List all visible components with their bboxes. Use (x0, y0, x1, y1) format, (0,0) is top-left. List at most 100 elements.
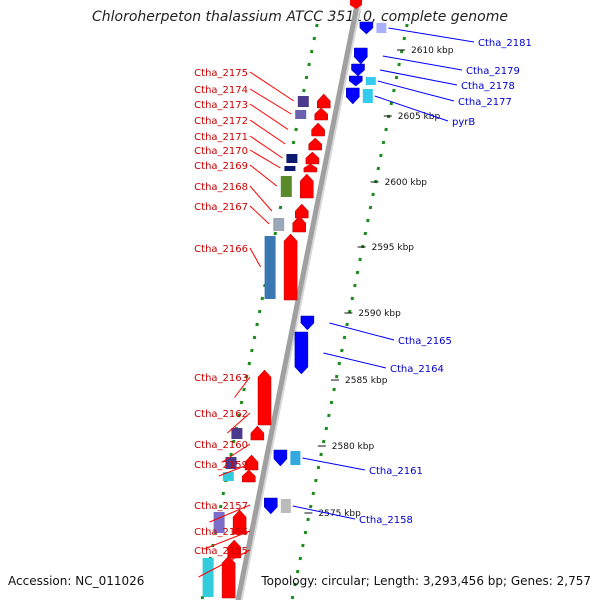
tick-mark (304, 75, 309, 80)
tick-mark (307, 62, 311, 67)
scale-label: 2605 kbp (398, 112, 441, 122)
tick-mark (340, 348, 344, 353)
reverse-gene-label: Ctha_2179 (466, 66, 520, 77)
tick-mark (252, 335, 257, 340)
tick-mark (298, 556, 303, 561)
label-leader-line (227, 412, 251, 434)
label-leader-line (388, 27, 475, 43)
label-leader-line (209, 504, 251, 523)
tick-mark (309, 49, 314, 54)
label-leader-line (329, 322, 395, 341)
tick-mark (345, 322, 349, 327)
tick-mark (329, 400, 334, 405)
reverse-gene-arrow (349, 75, 363, 87)
tick-mark (315, 23, 319, 28)
feature-box (225, 457, 237, 469)
label-leader-line (292, 505, 356, 520)
label-leader-line (218, 463, 251, 477)
tick-mark (405, 23, 409, 28)
tick-mark (321, 439, 326, 444)
tick-mark (337, 361, 342, 366)
label-leader-line (249, 185, 273, 212)
tick-mark (371, 192, 375, 197)
forward-gene-arrow (314, 107, 328, 121)
tick-mark (260, 296, 265, 301)
reverse-gene-label: pyrB (452, 117, 475, 128)
label-leader-line (374, 95, 449, 122)
forward-gene-label: Ctha_2166 (194, 244, 248, 255)
forward-gene-label: Ctha_2173 (194, 100, 248, 111)
label-leader-line (379, 69, 458, 86)
tick-mark (314, 478, 318, 483)
tick-mark (384, 127, 388, 132)
tick-mark (389, 101, 394, 106)
label-leader-line (249, 103, 289, 130)
feature-box (273, 218, 285, 231)
tick-mark (394, 75, 399, 80)
tick-mark (294, 127, 298, 132)
tick-mark (295, 569, 300, 574)
forward-gene-arrow (242, 469, 256, 483)
feature-box (280, 176, 292, 197)
label-leader-line (249, 71, 295, 102)
forward-gene-arrow (250, 425, 265, 441)
forward-gene-arrow (303, 163, 318, 173)
label-leader-line (377, 80, 455, 102)
feature-box (222, 472, 234, 481)
tick-mark (312, 36, 317, 41)
scale-label: 2580 kbp (332, 442, 375, 452)
reverse-gene-label: Ctha_2164 (390, 364, 444, 375)
scale-label: 2575 kbp (318, 509, 361, 519)
reverse-gene-arrow (273, 449, 288, 467)
tick-mark (324, 426, 329, 431)
feature-box (286, 154, 298, 163)
tick-mark (255, 322, 259, 327)
forward-gene-arrow (232, 509, 247, 535)
map-title: Chloroherpeton thalassium ATCC 35110, co… (92, 9, 508, 25)
forward-gene-arrow (308, 137, 322, 151)
tick-mark (302, 88, 306, 93)
reverse-gene-label: Ctha_2158 (359, 515, 413, 526)
tick-mark (239, 400, 244, 405)
feature-box (202, 558, 214, 597)
tick-mark (306, 517, 310, 522)
forward-gene-arrow (244, 454, 259, 471)
tick-mark (368, 205, 373, 210)
forward-gene-label: Ctha_2160 (194, 440, 248, 451)
tick-mark (221, 491, 226, 496)
reverse-gene-arrow (359, 21, 374, 35)
reverse-gene-label: Ctha_2177 (458, 97, 512, 108)
forward-gene-label: Ctha_2170 (194, 146, 248, 157)
forward-gene-arrow (221, 555, 236, 599)
tick-mark (229, 452, 233, 457)
tick-mark (319, 452, 323, 457)
feature-box (297, 96, 309, 107)
tick-mark (332, 387, 336, 392)
reverse-gene-arrow (354, 47, 368, 65)
reverse-gene-label: Ctha_2181 (478, 38, 532, 49)
feature-box (290, 451, 301, 465)
forward-gene-arrow (350, 0, 362, 9)
forward-gene-arrow (311, 122, 325, 137)
label-leader-line (249, 135, 283, 159)
label-leader-line (198, 549, 251, 578)
tick-mark (358, 257, 362, 262)
feature-box (213, 512, 225, 533)
reverse-gene-arrow (300, 315, 315, 331)
reverse-gene-arrow (351, 63, 365, 77)
forward-gene-arrow (292, 215, 306, 233)
feature-box (295, 110, 307, 119)
tick-mark (290, 595, 295, 600)
forward-gene-arrow (317, 93, 331, 109)
scale-label: 2610 kbp (411, 46, 454, 56)
tick-mark (311, 491, 316, 496)
reverse-gene-label: Ctha_2165 (398, 336, 452, 347)
tick-mark (293, 582, 297, 587)
forward-gene-arrow (305, 151, 320, 165)
label-leader-line (204, 530, 251, 550)
feature-box (284, 166, 296, 171)
forward-gene-arrow (283, 233, 298, 301)
forward-gene-label: Ctha_2162 (194, 409, 248, 420)
scale-label: 2585 kbp (345, 376, 388, 386)
tick-mark (250, 348, 254, 353)
